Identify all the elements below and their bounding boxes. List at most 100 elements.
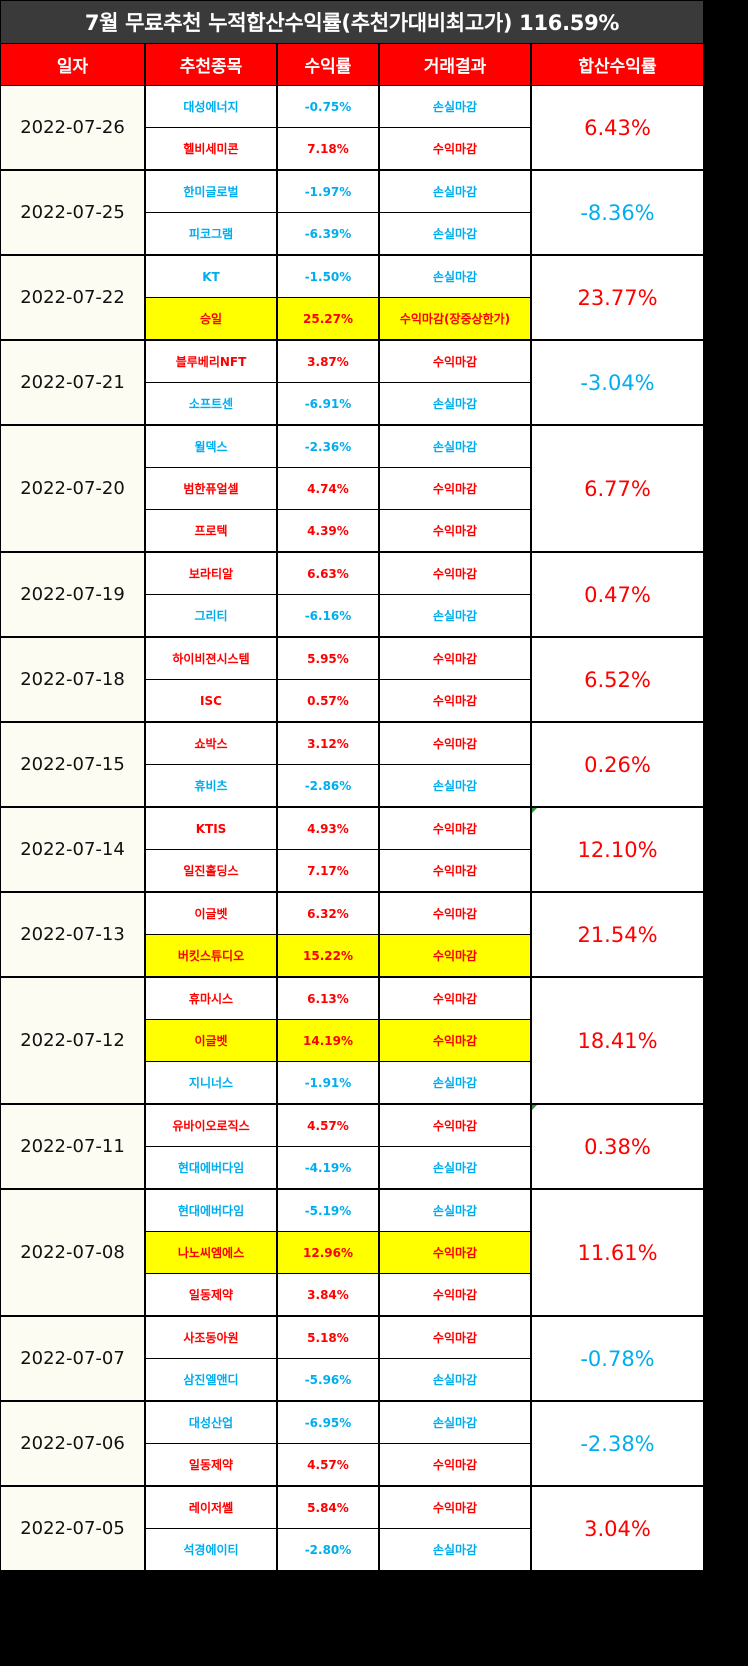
trade-result: 수익마감 xyxy=(380,850,530,891)
header-stock: 추천종목 xyxy=(146,44,276,85)
stock-return: 5.84% xyxy=(278,1487,378,1528)
group-sum-return: 23.77% xyxy=(532,256,703,339)
trade-result: 손실마감 xyxy=(380,383,530,424)
stock-name: 소프트센 xyxy=(146,383,276,424)
group-sum-return: 21.54% xyxy=(532,893,703,976)
trade-result: 수익마감 xyxy=(380,1105,530,1146)
stock-return: -6.16% xyxy=(278,595,378,636)
stock-return: 14.19% xyxy=(278,1020,378,1061)
trade-result: 손실마감 xyxy=(380,1359,530,1400)
trade-result: 손실마감 xyxy=(380,256,530,297)
stock-return: 25.27% xyxy=(278,298,378,339)
group-date: 2022-07-13 xyxy=(1,893,144,976)
group-date: 2022-07-26 xyxy=(1,86,144,169)
stock-return: -1.91% xyxy=(278,1062,378,1103)
stock-return: 12.96% xyxy=(278,1232,378,1273)
stock-name: 대성산업 xyxy=(146,1402,276,1443)
stock-return: 4.74% xyxy=(278,468,378,509)
stock-return: 4.39% xyxy=(278,510,378,551)
group-date: 2022-07-11 xyxy=(1,1105,144,1188)
stock-name: 레이저쎌 xyxy=(146,1487,276,1528)
trade-result: 수익마감 xyxy=(380,808,530,849)
stock-name: 블루베리NFT xyxy=(146,341,276,382)
stock-return: 3.87% xyxy=(278,341,378,382)
stock-return: 6.13% xyxy=(278,978,378,1019)
group-date: 2022-07-20 xyxy=(1,426,144,551)
group-date: 2022-07-08 xyxy=(1,1190,144,1315)
trade-result: 수익마감 xyxy=(380,680,530,721)
group-sum-return: 0.47% xyxy=(532,553,703,636)
group-sum-return: -2.38% xyxy=(532,1402,703,1485)
trade-result: 수익마감 xyxy=(380,1020,530,1061)
group-sum-return: 12.10% xyxy=(532,808,703,891)
trade-result: 수익마감 xyxy=(380,510,530,551)
stock-return: 0.57% xyxy=(278,680,378,721)
stock-name: 하이비젼시스템 xyxy=(146,638,276,679)
stock-name: 승일 xyxy=(146,298,276,339)
stock-name: 그리티 xyxy=(146,595,276,636)
returns-table: 7월 무료추천 누적합산수익률(추천가대비최고가) 116.59% 일자 추천종목… xyxy=(1,1,703,1570)
trade-result: 수익마감 xyxy=(380,341,530,382)
trade-result: 손실마감 xyxy=(380,171,530,212)
stock-return: -6.91% xyxy=(278,383,378,424)
stock-return: 5.95% xyxy=(278,638,378,679)
cell-comment-marker xyxy=(532,808,537,813)
header-sum: 합산수익률 xyxy=(532,44,703,85)
stock-name: 버킷스튜디오 xyxy=(146,935,276,976)
group-sum-return: 6.77% xyxy=(532,426,703,551)
trade-result: 손실마감 xyxy=(380,426,530,467)
stock-name: 피코그램 xyxy=(146,213,276,254)
group-sum-return: 0.38% xyxy=(532,1105,703,1188)
stock-return: 3.84% xyxy=(278,1274,378,1315)
group-sum-return: -8.36% xyxy=(532,171,703,254)
stock-name: 한미글로벌 xyxy=(146,171,276,212)
group-date: 2022-07-15 xyxy=(1,723,144,806)
stock-name: 휴비츠 xyxy=(146,765,276,806)
stock-return: -2.36% xyxy=(278,426,378,467)
stock-name: 휴마시스 xyxy=(146,978,276,1019)
stock-name: 지니너스 xyxy=(146,1062,276,1103)
trade-result: 손실마감 xyxy=(380,1529,530,1570)
trade-result: 수익마감 xyxy=(380,468,530,509)
trade-result: 수익마감 xyxy=(380,1444,530,1485)
stock-name: 석경에이티 xyxy=(146,1529,276,1570)
stock-return: -1.97% xyxy=(278,171,378,212)
stock-name: 프로텍 xyxy=(146,510,276,551)
stock-name: 쇼박스 xyxy=(146,723,276,764)
trade-result: 수익마감 xyxy=(380,1317,530,1358)
stock-return: 5.18% xyxy=(278,1317,378,1358)
stock-name: 유바이오로직스 xyxy=(146,1105,276,1146)
stock-return: -4.19% xyxy=(278,1147,378,1188)
group-date: 2022-07-06 xyxy=(1,1402,144,1485)
trade-result: 손실마감 xyxy=(380,595,530,636)
trade-result: 수익마감 xyxy=(380,1232,530,1273)
group-date: 2022-07-22 xyxy=(1,256,144,339)
stock-return: -6.39% xyxy=(278,213,378,254)
stock-return: 4.93% xyxy=(278,808,378,849)
group-sum-return: 6.43% xyxy=(532,86,703,169)
trade-result: 손실마감 xyxy=(380,1147,530,1188)
group-date: 2022-07-14 xyxy=(1,808,144,891)
stock-return: 6.32% xyxy=(278,893,378,934)
trade-result: 손실마감 xyxy=(380,86,530,127)
trade-result: 손실마감 xyxy=(380,765,530,806)
stock-name: ISC xyxy=(146,680,276,721)
stock-return: -2.80% xyxy=(278,1529,378,1570)
group-sum-return: 18.41% xyxy=(532,978,703,1103)
stock-name: 이글벳 xyxy=(146,893,276,934)
group-sum-return: 6.52% xyxy=(532,638,703,721)
trade-result: 수익마감 xyxy=(380,1274,530,1315)
trade-result: 손실마감 xyxy=(380,1190,530,1231)
group-sum-return: 3.04% xyxy=(532,1487,703,1570)
trade-result: 수익마감 xyxy=(380,128,530,169)
stock-return: -5.96% xyxy=(278,1359,378,1400)
stock-name: KTIS xyxy=(146,808,276,849)
stock-name: 윌덱스 xyxy=(146,426,276,467)
trade-result: 수익마감 xyxy=(380,638,530,679)
trade-result: 수익마감(장중상한가) xyxy=(380,298,530,339)
stock-name: 대성에너지 xyxy=(146,86,276,127)
cell-comment-marker xyxy=(532,1105,537,1110)
table-title: 7월 무료추천 누적합산수익률(추천가대비최고가) 116.59% xyxy=(1,1,703,43)
stock-return: 7.17% xyxy=(278,850,378,891)
stock-name: 현대에버다임 xyxy=(146,1147,276,1188)
